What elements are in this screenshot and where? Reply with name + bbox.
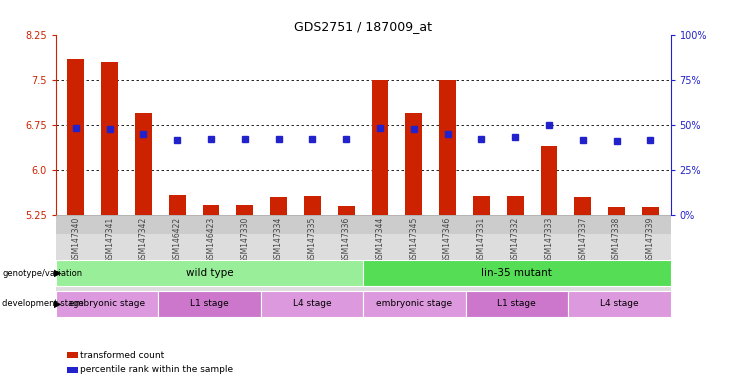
Bar (642, 207, 659, 215)
Bar (102, 62, 118, 215)
Bar (270, 197, 287, 215)
Bar (169, 195, 186, 215)
Text: genotype/variation: genotype/variation (2, 268, 82, 278)
Bar (540, 146, 557, 215)
Text: ▶: ▶ (54, 268, 62, 278)
Text: embryonic stage: embryonic stage (69, 299, 145, 308)
Bar (202, 205, 219, 215)
Text: L1 stage: L1 stage (497, 299, 536, 308)
Bar (439, 80, 456, 215)
Text: percentile rank within the sample: percentile rank within the sample (80, 365, 233, 374)
Bar (135, 113, 152, 215)
Bar (236, 205, 253, 215)
Text: wild type: wild type (185, 268, 233, 278)
Text: L1 stage: L1 stage (190, 299, 229, 308)
Text: L4 stage: L4 stage (293, 299, 331, 308)
Bar (338, 206, 355, 215)
Text: embryonic stage: embryonic stage (376, 299, 453, 308)
Title: GDS2751 / 187009_at: GDS2751 / 187009_at (294, 20, 432, 33)
Bar (473, 196, 490, 215)
Bar (574, 197, 591, 215)
Text: development stage: development stage (2, 299, 84, 308)
Text: ▶: ▶ (54, 299, 62, 309)
Text: L4 stage: L4 stage (600, 299, 639, 308)
Bar (405, 113, 422, 215)
Bar (371, 80, 388, 215)
Bar (67, 59, 84, 215)
Bar (304, 196, 321, 215)
Bar (608, 207, 625, 215)
Bar (507, 196, 524, 215)
Text: lin-35 mutant: lin-35 mutant (482, 268, 552, 278)
Text: transformed count: transformed count (80, 351, 165, 360)
